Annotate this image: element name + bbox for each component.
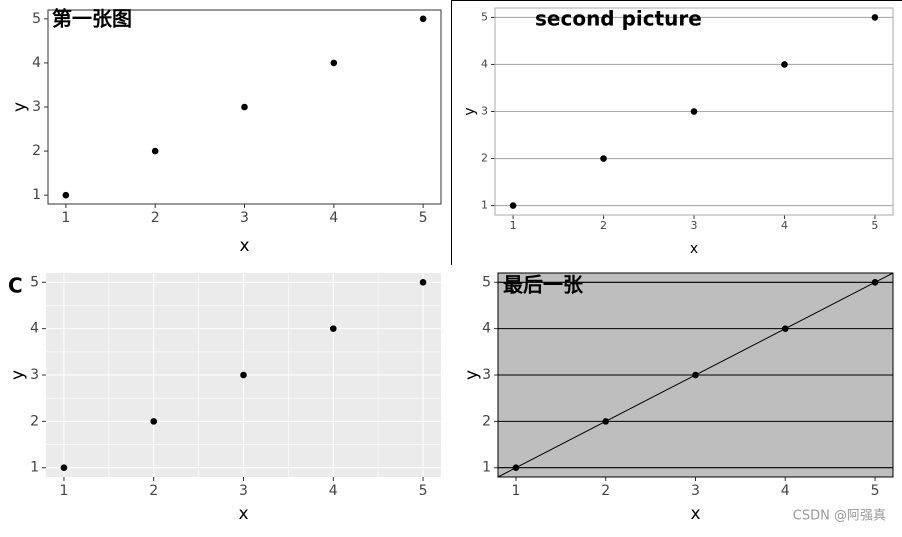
plot-border: [497, 272, 894, 478]
point: [150, 418, 158, 425]
y-tick-label: 2: [481, 152, 488, 165]
point: [419, 278, 427, 286]
x-tick-label: 3: [691, 483, 700, 499]
x-tick-label: 3: [691, 219, 698, 232]
point: [62, 191, 70, 199]
x-tick-label: 1: [511, 483, 520, 499]
x-tick-label: 4: [781, 483, 790, 499]
x-tick-label: 4: [329, 210, 338, 226]
x-tick-label: 2: [151, 210, 160, 226]
point: [600, 155, 607, 162]
panel-tag: 最后一张: [503, 273, 584, 297]
y-axis-label: y: [10, 102, 30, 112]
point: [602, 418, 610, 425]
y-axis-label: y: [462, 370, 482, 380]
y-tick-label: 3: [30, 367, 39, 383]
x-tick-label: 4: [781, 219, 788, 232]
y-tick-label: 4: [32, 55, 41, 71]
point: [330, 59, 338, 67]
y-tick-label: 4: [482, 321, 491, 337]
y-tick-label: 5: [481, 10, 488, 23]
x-tick-label: 2: [149, 483, 158, 499]
x-tick-label: 2: [601, 483, 610, 499]
y-tick-label: 1: [30, 460, 39, 476]
point: [151, 147, 159, 155]
plot-border: [47, 9, 442, 205]
y-tick-label: 5: [32, 11, 41, 27]
x-tick-label: 5: [871, 219, 878, 232]
point: [509, 202, 517, 209]
x-tick-label: 1: [61, 210, 70, 226]
y-tick-label: 1: [481, 199, 488, 212]
point: [240, 371, 247, 379]
point: [329, 325, 337, 332]
plot-border: [494, 7, 894, 216]
point: [241, 103, 248, 111]
x-tick-label: 3: [240, 210, 249, 226]
panel-title: second picture: [535, 7, 702, 31]
x-tick-label: 1: [59, 483, 68, 499]
x-axis-label: x: [690, 241, 698, 257]
x-tick-label: 3: [239, 483, 248, 499]
y-tick-label: 5: [30, 274, 39, 290]
point: [692, 371, 699, 379]
point: [781, 325, 789, 332]
x-tick-label: 5: [871, 483, 880, 499]
point: [512, 464, 520, 472]
point: [419, 15, 427, 23]
y-tick-label: 2: [32, 143, 41, 159]
panel-tag: 第一张图: [52, 7, 132, 31]
y-tick-label: 1: [482, 460, 491, 476]
x-tick-label: 5: [419, 210, 428, 226]
point: [60, 464, 68, 472]
y-tick-label: 2: [482, 413, 491, 429]
y-tick-label: 3: [482, 367, 491, 383]
x-axis-label: x: [239, 236, 249, 256]
x-tick-label: 5: [419, 483, 428, 499]
y-tick-label: 4: [30, 321, 39, 337]
x-axis-label: x: [238, 504, 248, 524]
y-tick-label: 3: [32, 99, 41, 115]
point: [690, 108, 698, 115]
point: [781, 61, 788, 68]
y-tick-label: 1: [32, 187, 41, 203]
y-tick-label: 3: [481, 105, 488, 118]
y-tick-label: 4: [481, 57, 488, 70]
x-tick-label: 4: [329, 483, 338, 499]
x-tick-label: 1: [510, 219, 517, 232]
x-tick-label: 2: [600, 219, 607, 232]
y-tick-label: 2: [30, 413, 39, 429]
panel-tag: C: [8, 274, 23, 298]
y-axis-label: y: [462, 107, 478, 115]
x-axis-label: x: [690, 504, 700, 524]
y-tick-label: 5: [482, 274, 491, 290]
point: [871, 278, 879, 286]
y-axis-label: y: [8, 370, 28, 380]
point: [871, 14, 879, 21]
watermark: CSDN @阿强真: [793, 509, 886, 524]
